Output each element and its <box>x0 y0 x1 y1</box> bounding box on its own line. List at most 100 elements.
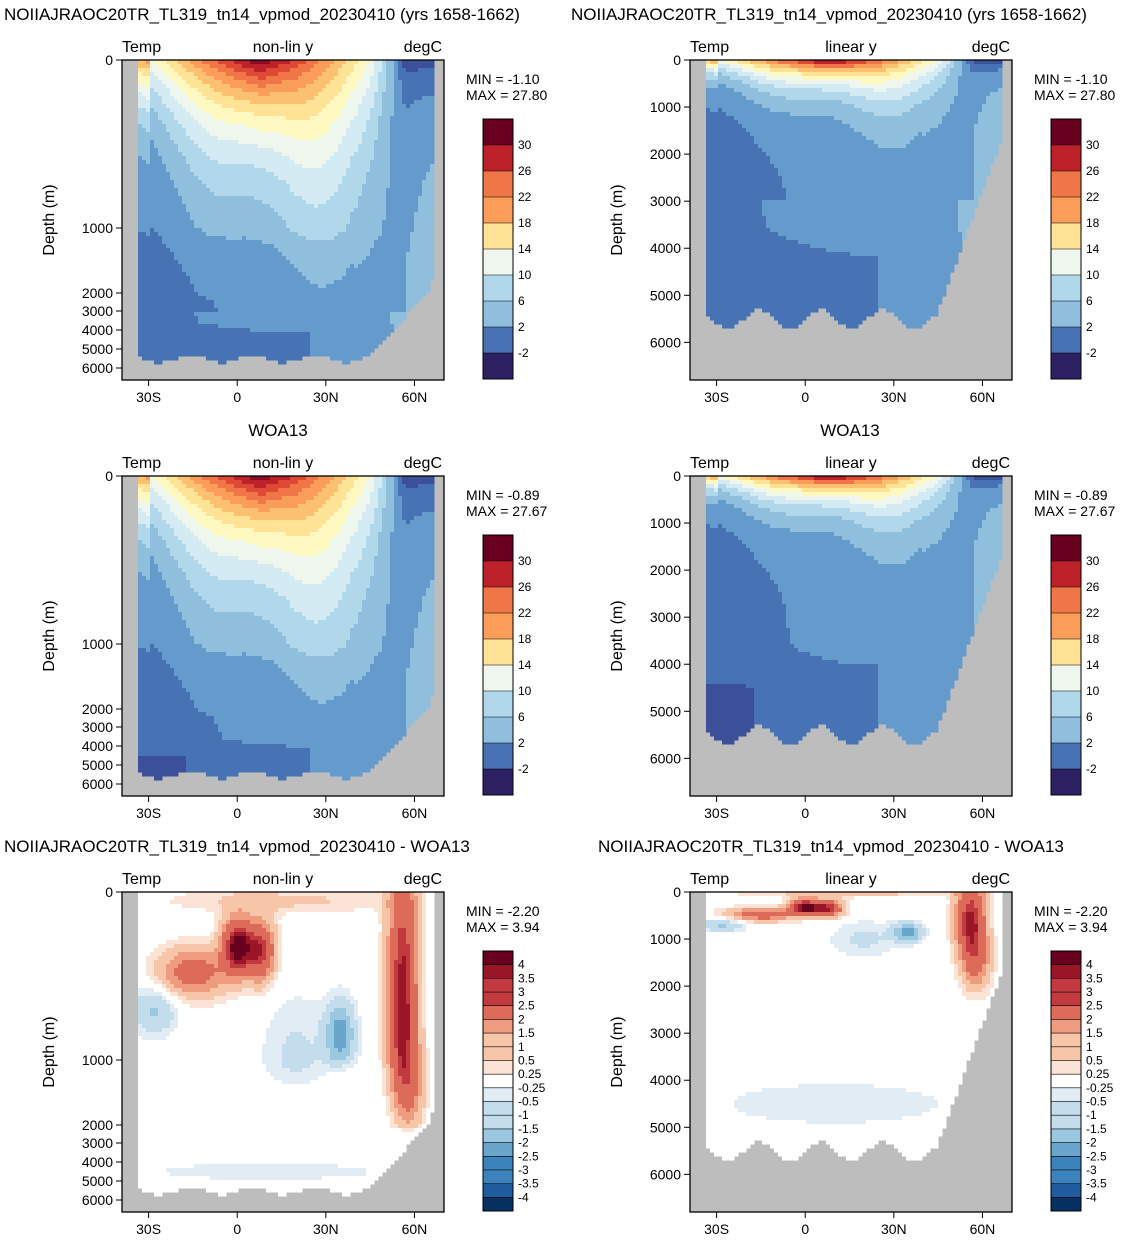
field-cell <box>210 192 215 197</box>
field-cell <box>354 300 359 305</box>
field-cell <box>274 240 279 245</box>
field-cell <box>302 348 307 353</box>
field-cell <box>186 100 191 105</box>
field-cell <box>210 124 215 129</box>
field-cell <box>226 84 231 89</box>
field-cell <box>350 112 355 117</box>
field-cell <box>402 88 407 93</box>
field-cell <box>282 100 287 105</box>
field-cell <box>386 292 391 297</box>
field-cell <box>314 240 319 245</box>
field-cell <box>162 284 167 289</box>
field-cell <box>278 120 283 125</box>
field-cell <box>186 136 191 141</box>
field-cell <box>386 120 391 125</box>
field-cell <box>226 64 231 69</box>
field-cell <box>194 204 199 209</box>
field-cell <box>310 68 315 73</box>
field-cell <box>142 176 147 181</box>
field-cell <box>210 176 215 181</box>
field-cell <box>374 160 379 165</box>
field-cell <box>382 276 387 281</box>
field-cell <box>334 324 339 329</box>
field-cell <box>394 200 399 205</box>
field-cell <box>154 144 159 149</box>
field-cell <box>358 356 363 361</box>
field-cell <box>178 252 183 257</box>
field-cell <box>194 112 199 117</box>
field-cell <box>190 296 195 301</box>
field-cell <box>378 248 383 253</box>
field-cell <box>198 216 203 221</box>
field-cell <box>314 352 319 357</box>
field-cell <box>158 248 163 253</box>
field-cell <box>278 92 283 97</box>
field-cell <box>174 176 179 181</box>
field-cell <box>382 180 387 185</box>
field-cell <box>158 68 163 73</box>
field-cell <box>210 96 215 101</box>
field-cell <box>270 168 275 173</box>
field-cell <box>182 176 187 181</box>
field-cell <box>206 96 211 101</box>
field-cell <box>374 276 379 281</box>
field-cell <box>314 244 319 249</box>
field-cell <box>194 300 199 305</box>
field-cell <box>162 80 167 85</box>
field-cell <box>150 220 155 225</box>
field-cell <box>314 232 319 237</box>
field-cell <box>246 108 251 113</box>
field-cell <box>174 280 179 285</box>
field-cell <box>254 188 259 193</box>
field-cell <box>270 204 275 209</box>
field-cell <box>178 240 183 245</box>
field-cell <box>250 108 255 113</box>
field-cell <box>162 236 167 241</box>
field-cell <box>150 284 155 289</box>
field-cell <box>226 332 231 337</box>
field-cell <box>174 248 179 253</box>
field-cell <box>398 224 403 229</box>
field-cell <box>226 132 231 137</box>
field-cell <box>202 120 207 125</box>
field-cell <box>274 296 279 301</box>
field-cell <box>346 168 351 173</box>
field-cell <box>402 280 407 285</box>
field-cell <box>334 300 339 305</box>
field-cell <box>362 340 367 345</box>
field-cell <box>170 292 175 297</box>
field-cell <box>406 88 411 93</box>
field-cell <box>282 96 287 101</box>
field-cell <box>322 84 327 89</box>
field-cell <box>342 112 347 117</box>
field-cell <box>342 344 347 349</box>
field-cell <box>382 244 387 249</box>
field-cell <box>302 344 307 349</box>
field-cell <box>370 256 375 261</box>
field-cell <box>390 120 395 125</box>
field-cell <box>318 248 323 253</box>
field-cell <box>242 192 247 197</box>
field-cell <box>274 344 279 349</box>
field-cell <box>234 212 239 217</box>
field-cell <box>302 332 307 337</box>
field-cell <box>142 268 147 273</box>
field-cell <box>342 288 347 293</box>
field-cell <box>210 228 215 233</box>
field-cell <box>166 164 171 169</box>
field-cell <box>378 228 383 233</box>
field-cell <box>142 224 147 229</box>
field-cell <box>374 260 379 265</box>
field-cell <box>386 160 391 165</box>
field-cell <box>198 172 203 177</box>
field-cell <box>342 228 347 233</box>
field-cell <box>346 312 351 317</box>
field-cell <box>198 60 203 65</box>
field-cell <box>358 100 363 105</box>
field-cell <box>398 252 403 257</box>
field-cell <box>214 204 219 209</box>
field-cell <box>350 88 355 93</box>
field-cell <box>350 236 355 241</box>
field-cell <box>294 112 299 117</box>
field-cell <box>162 164 167 169</box>
